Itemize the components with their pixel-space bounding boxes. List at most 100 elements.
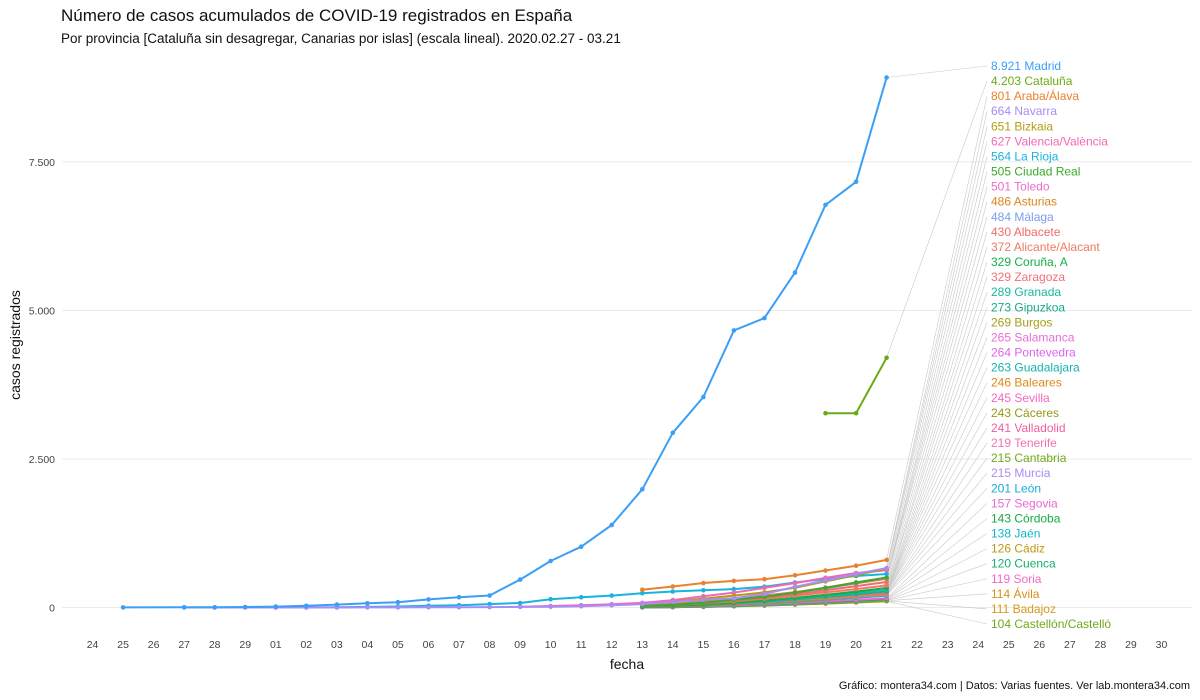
leader-line xyxy=(886,518,988,600)
leader-line xyxy=(886,141,988,571)
data-point xyxy=(884,355,889,361)
leader-line xyxy=(886,533,988,600)
data-point xyxy=(517,600,523,606)
data-point xyxy=(273,604,279,609)
data-point xyxy=(640,601,645,607)
series-end-label: 157 Segovia xyxy=(991,496,1058,510)
data-point xyxy=(640,587,645,592)
series-end-label: 664 Navarra xyxy=(991,104,1057,118)
data-point xyxy=(120,605,126,610)
x-tick-label: 26 xyxy=(148,639,160,651)
data-point xyxy=(792,590,798,595)
data-point xyxy=(426,597,431,602)
data-point xyxy=(670,584,676,589)
leader-line xyxy=(886,548,988,601)
data-point xyxy=(426,605,431,610)
x-tick-label: 06 xyxy=(423,639,435,651)
series-end-label: 219 Tenerife xyxy=(991,436,1057,450)
data-point xyxy=(487,604,492,610)
x-tick-label: 04 xyxy=(362,639,374,651)
series-end-label: 430 Albacete xyxy=(991,225,1061,239)
x-tick-label: 01 xyxy=(270,639,282,651)
x-tick-label: 07 xyxy=(453,639,465,651)
leader-line xyxy=(886,126,988,569)
leader-line xyxy=(886,382,988,594)
data-point xyxy=(517,577,523,582)
series-line xyxy=(123,77,888,609)
data-point xyxy=(884,565,889,571)
y-tick-label: 7.500 xyxy=(29,157,55,169)
chart-subtitle: Por provincia [Cataluña sin desagregar, … xyxy=(61,31,621,46)
data-point xyxy=(884,557,889,563)
series-end-label: 486 Asturias xyxy=(991,195,1057,209)
x-tick-label: 19 xyxy=(820,639,832,651)
data-point xyxy=(823,202,828,208)
series-lines xyxy=(123,77,888,609)
data-point xyxy=(609,602,614,608)
data-point xyxy=(181,605,187,610)
data-point xyxy=(670,589,676,594)
series-end-label: 265 Salamanca xyxy=(991,330,1075,344)
leader-line xyxy=(886,593,988,602)
series-end-label: 627 Valencia/València xyxy=(991,134,1108,148)
series-end-label: 4.203 Cataluña xyxy=(991,74,1073,88)
leader-line xyxy=(886,503,988,599)
series-points xyxy=(120,75,889,610)
data-point xyxy=(731,596,737,601)
y-tick-label: 2.500 xyxy=(29,454,55,466)
series-line xyxy=(184,567,887,609)
data-point xyxy=(792,580,798,586)
x-tick-label: 16 xyxy=(728,639,740,651)
data-point xyxy=(884,571,889,577)
y-axis-title: casos registrados xyxy=(7,290,23,400)
data-point xyxy=(853,580,859,585)
leader-line xyxy=(886,292,988,591)
data-point xyxy=(853,179,859,185)
series-end-label: 126 Cádiz xyxy=(991,542,1045,556)
data-point xyxy=(884,583,889,588)
series-end-label: 501 Toledo xyxy=(991,180,1050,194)
data-point xyxy=(701,588,706,593)
series-end-label: 372 Alicante/Alacant xyxy=(991,240,1100,254)
series-end-label: 8.921 Madrid xyxy=(991,59,1061,73)
series-end-label: 564 La Rioja xyxy=(991,149,1059,163)
y-tick-label: 0 xyxy=(49,603,55,615)
series-end-label: 484 Málaga xyxy=(991,210,1054,224)
series-end-label: 201 León xyxy=(991,481,1041,495)
series-end-label: 289 Granada xyxy=(991,285,1061,299)
leader-line xyxy=(886,601,988,625)
data-point xyxy=(792,573,798,578)
series-end-label: 329 Zaragoza xyxy=(991,270,1065,284)
leader-line xyxy=(886,337,988,592)
x-tick-label: 24 xyxy=(87,639,99,651)
data-point xyxy=(792,584,798,590)
data-point xyxy=(701,580,706,586)
series-line xyxy=(825,357,888,415)
data-point xyxy=(365,605,370,610)
series-end-label: 269 Burgos xyxy=(991,315,1052,329)
x-tick-label: 05 xyxy=(392,639,404,651)
data-point xyxy=(640,487,645,492)
series-end-label: 329 Coruña, A xyxy=(991,255,1068,269)
data-point xyxy=(242,604,248,610)
x-tick-label: 27 xyxy=(178,639,190,651)
data-point xyxy=(517,604,523,610)
series-end-label: 263 Guadalajara xyxy=(991,361,1080,375)
leader-line xyxy=(886,563,988,601)
data-point xyxy=(762,576,767,582)
x-tick-label: 17 xyxy=(759,639,771,651)
leader-line xyxy=(886,600,988,610)
x-tick-label: 29 xyxy=(239,639,251,651)
leader-line xyxy=(886,201,988,579)
x-tick-label: 26 xyxy=(1033,639,1045,651)
series-end-label: 264 Pontevedra xyxy=(991,346,1076,360)
data-point xyxy=(609,522,614,528)
x-tick-label: 12 xyxy=(606,639,618,651)
x-tick-label: 15 xyxy=(698,639,710,651)
series-end-label: 246 Baleares xyxy=(991,376,1062,390)
data-point xyxy=(640,590,645,596)
data-point xyxy=(212,605,217,610)
y-tick-label: 5.000 xyxy=(29,305,55,317)
